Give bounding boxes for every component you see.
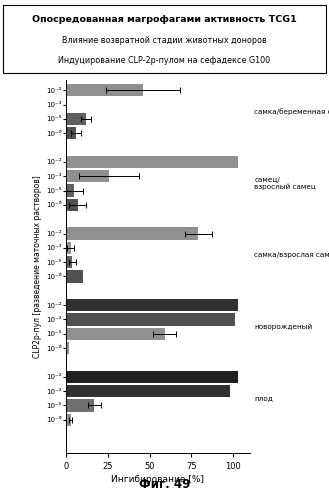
Bar bbox=[66, 112, 86, 125]
Bar bbox=[66, 242, 71, 254]
Bar bbox=[66, 228, 198, 239]
Bar bbox=[66, 184, 74, 196]
Bar bbox=[66, 170, 109, 182]
Bar bbox=[66, 156, 238, 168]
Bar bbox=[66, 370, 238, 383]
Bar bbox=[66, 342, 69, 354]
Bar bbox=[66, 314, 235, 326]
Bar bbox=[66, 385, 230, 397]
Bar bbox=[66, 198, 78, 211]
X-axis label: Ингибирование [%]: Ингибирование [%] bbox=[112, 474, 204, 484]
Text: Индуцирование CLP-2p-пулом на сефадексе G100: Индуцирование CLP-2p-пулом на сефадексе … bbox=[59, 56, 270, 65]
Bar bbox=[66, 98, 67, 110]
Text: Влияние возвратной стадии животных доноров: Влияние возвратной стадии животных донор… bbox=[62, 36, 267, 44]
Text: Фиг. 49: Фиг. 49 bbox=[139, 478, 190, 492]
Bar bbox=[66, 84, 143, 96]
Bar bbox=[66, 299, 238, 312]
FancyBboxPatch shape bbox=[3, 5, 326, 72]
Bar bbox=[66, 400, 94, 411]
Bar bbox=[66, 270, 83, 282]
Bar bbox=[66, 328, 164, 340]
Bar bbox=[66, 127, 76, 140]
Bar bbox=[66, 414, 71, 426]
Bar bbox=[66, 256, 72, 268]
Y-axis label: CLP2p-пул [разведение маточных растворов]: CLP2p-пул [разведение маточных растворов… bbox=[33, 175, 42, 358]
Text: Опосредованная магрофагами активность TCG1: Опосредованная магрофагами активность TC… bbox=[32, 16, 297, 24]
